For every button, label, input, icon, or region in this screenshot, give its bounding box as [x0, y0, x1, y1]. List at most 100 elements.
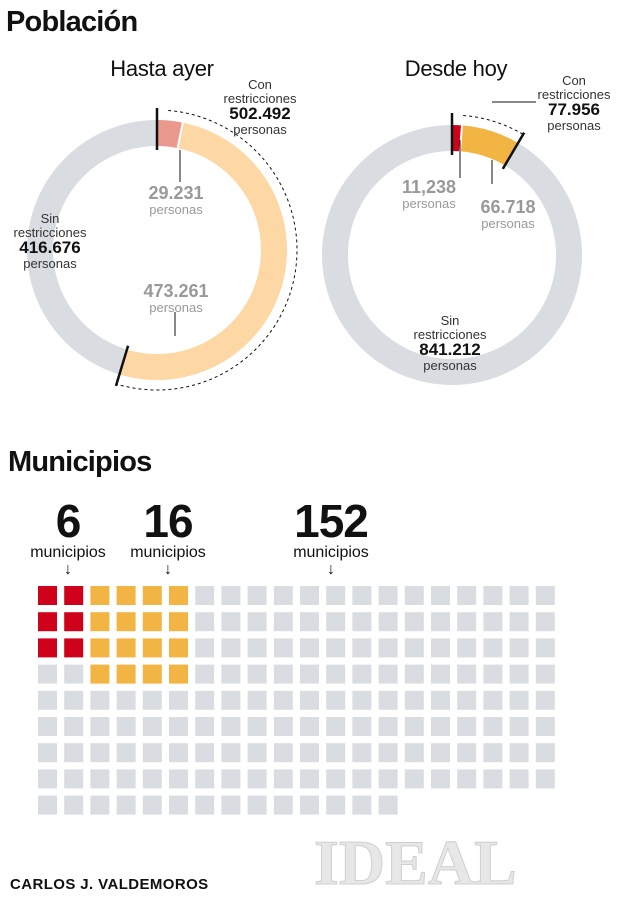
- waffle-cell-159: [535, 769, 555, 789]
- waffle-cell-152: [352, 769, 372, 789]
- waffle-cell-29: [378, 586, 398, 605]
- waffle-cell-21: [169, 664, 188, 684]
- waffle-cell-82: [90, 690, 110, 710]
- waffle-cell-43: [378, 612, 398, 632]
- waffle-cell-79: [535, 664, 555, 684]
- waffle-cell-32: [457, 586, 477, 605]
- waffle-cell-22: [195, 586, 215, 605]
- waffle-cell-10: [116, 586, 136, 605]
- value-sin-total-ayer: 416.676: [19, 238, 81, 258]
- waffle-cell-158: [509, 769, 529, 789]
- waffle-cell-132: [352, 743, 372, 763]
- waffle-cell-106: [195, 717, 215, 736]
- waffle-cell-42: [352, 612, 372, 632]
- waffle-cell-137: [483, 743, 503, 763]
- value-slice-1-hoy: 66.718: [480, 197, 536, 217]
- waffle-cell-101: [64, 717, 84, 736]
- waffle-cell-127: [221, 743, 241, 763]
- waffle-cell-90: [300, 690, 319, 710]
- waffle-cell-154: [404, 769, 424, 789]
- unit-label: personas: [423, 358, 477, 374]
- waffle-cell-45: [431, 612, 450, 632]
- count-group-grey: 152 municipios ↓: [276, 498, 386, 578]
- waffle-cell-14: [142, 586, 162, 605]
- value-slice-0-hoy: 11,238: [401, 177, 457, 197]
- waffle-cell-9: [90, 664, 110, 684]
- arrow-down-icon: ↓: [327, 561, 335, 578]
- waffle-cell-138: [509, 743, 529, 763]
- waffle-cell-28: [352, 586, 372, 605]
- waffle-cell-156: [457, 769, 477, 789]
- waffle-cell-81: [64, 690, 84, 710]
- waffle-cell-107: [221, 717, 241, 736]
- dashed-bracket-1: [463, 114, 524, 135]
- waffle-cell-104: [142, 717, 162, 736]
- waffle-cell-39: [273, 612, 293, 632]
- waffle-cell-157: [483, 769, 503, 789]
- waffle-cell-103: [116, 717, 136, 736]
- waffle-cell-57: [378, 638, 398, 658]
- waffle-cell-73: [378, 664, 398, 684]
- count-value-orange: 16: [143, 495, 193, 547]
- waffle-cell-119: [535, 717, 555, 736]
- waffle-cell-78: [509, 664, 529, 684]
- waffle-cell-5: [64, 638, 84, 658]
- waffle-cell-36: [195, 612, 215, 632]
- waffle-cell-125: [169, 743, 188, 763]
- label-sin-restricciones-hoy: Sin restricciones 841.212 personas: [395, 314, 505, 373]
- waffle-cell-169: [273, 795, 293, 815]
- waffle-cell-25: [273, 586, 293, 605]
- waffle-cell-63: [535, 638, 555, 658]
- donut-slice-0-0: [157, 120, 183, 149]
- waffle-cell-48: [509, 612, 529, 632]
- waffle-cell-148: [247, 769, 267, 789]
- waffle-cell-64: [38, 664, 57, 684]
- chart-title-desde-hoy: Desde hoy: [404, 56, 508, 81]
- waffle-cell-17: [142, 664, 162, 684]
- waffle-cell-6: [90, 586, 110, 605]
- value-slice-0-ayer: 29.231: [148, 183, 204, 203]
- waffle-cell-133: [378, 743, 398, 763]
- count-value-grey: 152: [294, 495, 369, 547]
- group-boundary-0-1: [114, 345, 130, 387]
- waffle-cell-102: [90, 717, 110, 736]
- waffle-cell-44: [404, 612, 424, 632]
- waffle-cell-165: [169, 795, 188, 815]
- waffle-cell-145: [169, 769, 188, 789]
- unit-label: personas: [481, 215, 535, 231]
- label-sin-restricciones-ayer: Sin restricciones 416.676 personas: [0, 212, 100, 271]
- waffle-cell-31: [431, 586, 450, 605]
- chart-title-hasta-ayer: Hasta ayer: [110, 56, 214, 81]
- waffle-chart: [38, 586, 555, 815]
- waffle-cell-130: [300, 743, 319, 763]
- waffle-cell-8: [90, 638, 110, 658]
- waffle-cell-171: [326, 795, 346, 815]
- waffle-cell-172: [352, 795, 372, 815]
- waffle-cell-92: [352, 690, 372, 710]
- waffle-cell-115: [431, 717, 450, 736]
- waffle-cell-146: [195, 769, 215, 789]
- donut-slice-1-1: [459, 125, 519, 166]
- waffle-cell-27: [326, 586, 346, 605]
- waffle-cell-120: [38, 743, 57, 763]
- waffle-cell-59: [431, 638, 450, 658]
- waffle-cell-150: [300, 769, 319, 789]
- donut-slice-0-1: [119, 122, 288, 381]
- waffle-cell-77: [483, 664, 503, 684]
- waffle-cell-12: [116, 638, 136, 658]
- waffle-cell-58: [404, 638, 424, 658]
- group-boundary-1-1: [501, 132, 526, 170]
- waffle-cell-149: [273, 769, 293, 789]
- waffle-cell-124: [142, 743, 162, 763]
- waffle-cell-144: [142, 769, 162, 789]
- waffle-cell-24: [247, 586, 267, 605]
- category-label: Sin restricciones: [413, 313, 487, 342]
- waffle-cell-16: [142, 638, 162, 658]
- waffle-cell-110: [300, 717, 319, 736]
- unit-label: personas: [547, 118, 601, 134]
- waffle-cell-173: [378, 795, 398, 815]
- ideal-logo: IDEAL: [314, 827, 518, 899]
- waffle-cell-135: [431, 743, 450, 763]
- unit-label: personas: [402, 195, 456, 211]
- waffle-cell-142: [90, 769, 110, 789]
